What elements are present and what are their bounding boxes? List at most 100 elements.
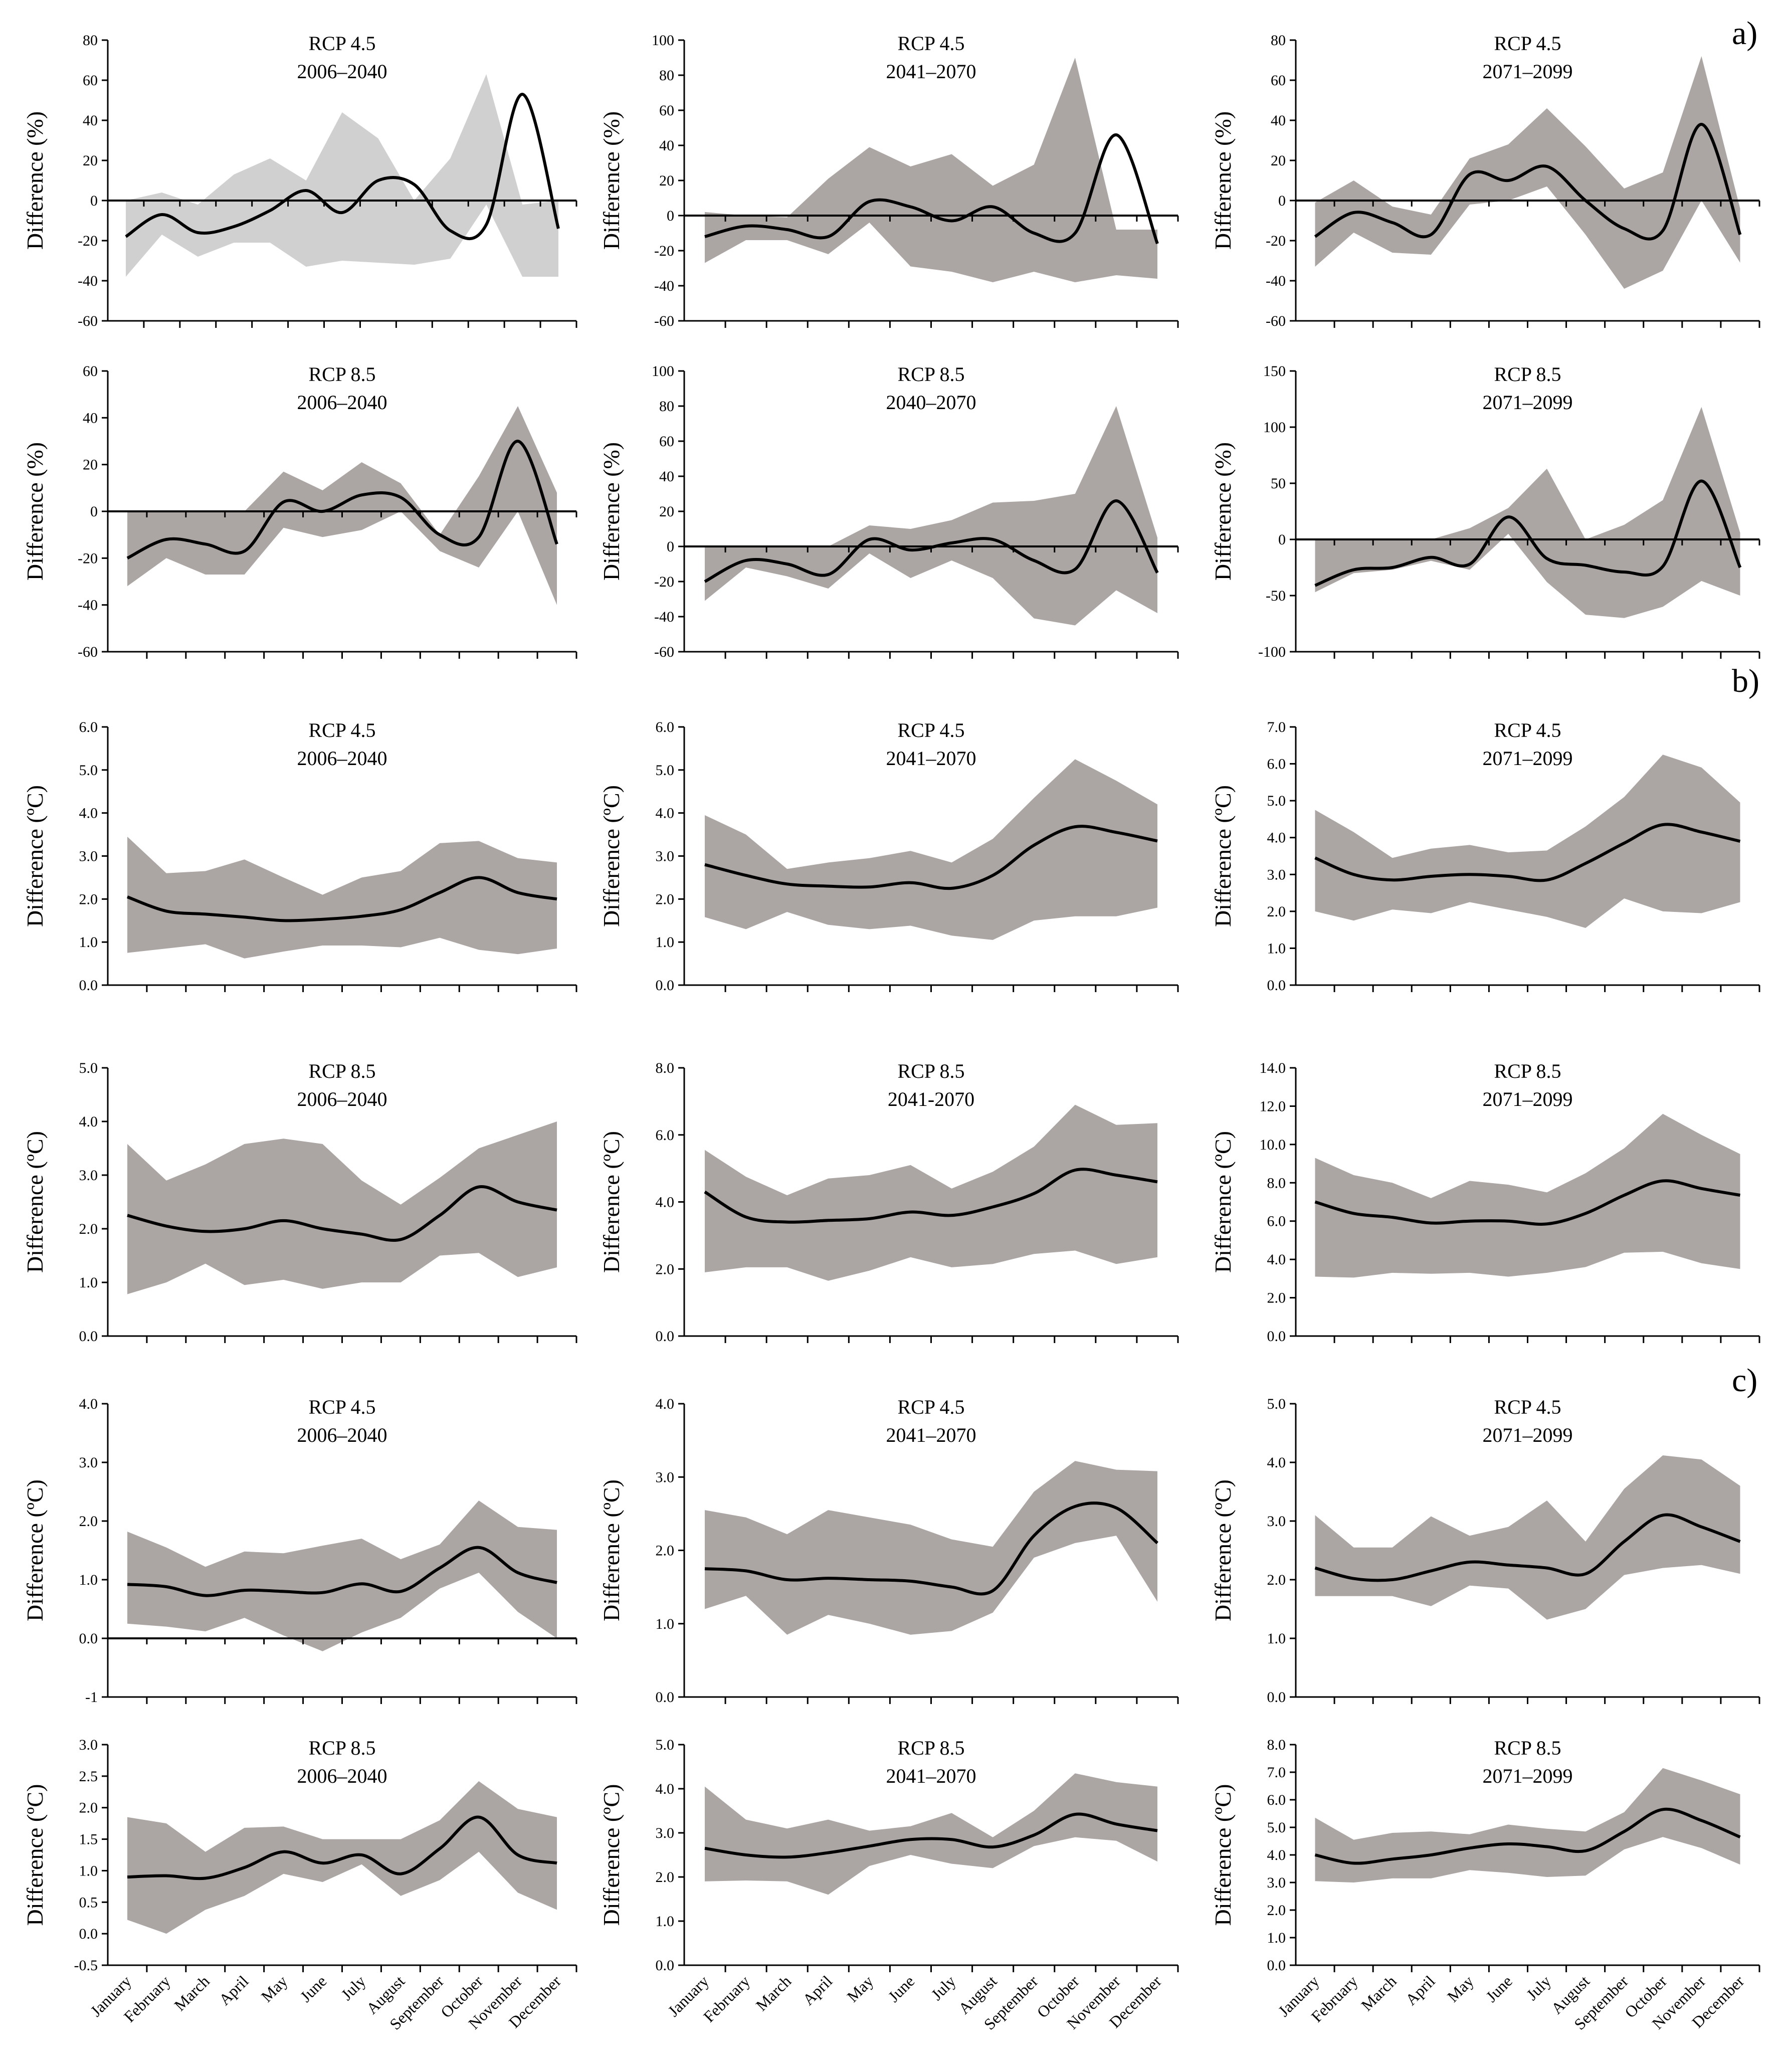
panel-tag-c: c) [1732, 1362, 1757, 1399]
uncertainty-band [1315, 1113, 1740, 1278]
y-tick-label: 10.0 [1260, 1137, 1286, 1153]
y-tick-label: 0 [667, 208, 674, 224]
y-tick-label: -60 [78, 313, 98, 329]
y-tick-label: 5.0 [1267, 1819, 1286, 1836]
y-tick-label: -20 [654, 243, 674, 259]
y-tick-label: 40 [659, 137, 674, 154]
panel-tag-b: b) [1732, 663, 1759, 699]
y-tick-label: 60 [83, 72, 98, 89]
y-tick-label: -20 [654, 574, 674, 590]
mean-line [704, 1168, 1158, 1224]
y-tick-label: 3.0 [79, 848, 98, 865]
y-tick-label: 7.0 [1267, 719, 1286, 735]
y-tick-label: 7.0 [1267, 1764, 1286, 1781]
y-tick-label: 6.0 [656, 719, 675, 735]
y-tick-label: 100 [652, 363, 674, 380]
y-tick-label: -50 [1266, 588, 1286, 604]
month-label: July [1523, 1972, 1554, 2003]
y-axis-label: Difference (%) [599, 111, 624, 250]
y-tick-label: 2.0 [79, 1221, 98, 1237]
y-tick-label: 4.0 [1267, 830, 1286, 846]
month-label: May [843, 1972, 877, 2005]
y-axis-label: Difference (ºC) [22, 1479, 48, 1621]
y-tick-label: 40 [659, 468, 674, 485]
chart-title-line1: RCP 4.5 [1494, 719, 1561, 741]
y-tick-label: 80 [1271, 32, 1286, 49]
chart-c-1-row-5: -1 0.0 1.0 2.0 3.0 4.0 Difference (ºC) RCP 4.5 2… [22, 1396, 577, 1706]
y-tick-label: 60 [1271, 72, 1286, 89]
y-tick-label: 12.0 [1260, 1098, 1286, 1114]
mean-line [704, 1501, 1158, 1596]
y-axis-label: Difference (ºC) [1210, 1131, 1236, 1273]
y-tick-label: 0.0 [79, 1328, 98, 1345]
y-tick-label: 2.5 [79, 1768, 98, 1785]
chart-title-line1: RCP 8.5 [1494, 1060, 1561, 1082]
y-tick-label: 1.0 [1267, 940, 1286, 957]
uncertainty-band [1315, 1768, 1740, 1882]
y-tick-label: -60 [1266, 313, 1286, 329]
y-tick-label: 40 [83, 112, 98, 129]
y-tick-label: 80 [83, 32, 98, 49]
chart-title-line1: RCP 4.5 [897, 32, 964, 55]
y-axis-label: Difference (ºC) [599, 1479, 624, 1621]
y-tick-label: 0 [90, 193, 98, 209]
y-tick-label: 100 [652, 32, 674, 49]
y-tick-label: 2.0 [656, 1543, 675, 1559]
y-tick-label: 4.0 [79, 1396, 98, 1412]
y-axis-label: Difference (ºC) [599, 785, 624, 927]
chart-title-line2: 2071–2099 [1483, 1424, 1573, 1446]
y-tick-label: -20 [78, 550, 98, 567]
chart-title-line2: 2041–2070 [886, 1424, 976, 1446]
uncertainty-band [127, 1121, 557, 1294]
y-tick-label: 2.0 [656, 1869, 675, 1886]
y-tick-label: 1.0 [656, 1616, 675, 1632]
y-tick-label: 2.0 [656, 891, 675, 907]
chart-title-line2: 2006–2040 [297, 1424, 387, 1446]
month-label: April [215, 1972, 252, 2008]
y-tick-label: -100 [1258, 644, 1286, 660]
mean-line [1314, 823, 1741, 882]
chart-b-2-row-4: 0.0 2.0 4.0 6.0 8.0 Difference (ºC) RCP 8.5 204… [599, 1060, 1179, 1345]
y-tick-label: 60 [659, 433, 674, 450]
chart-a-3-row-1: -60 -40 -20 0 20 40 60 80 Difference (%) RCP 4.5 2… [1210, 32, 1760, 329]
y-tick-label: 4.0 [656, 805, 675, 822]
y-tick-label: 0.0 [79, 1926, 98, 1942]
y-tick-label: 1.0 [79, 934, 98, 951]
chart-title-line1: RCP 8.5 [308, 1060, 375, 1082]
chart-title-line2: 2071–2099 [1483, 1088, 1573, 1110]
y-axis-label: Difference (%) [1210, 111, 1236, 250]
chart-title-line2: 2041–2070 [886, 1765, 976, 1787]
y-tick-label: -60 [654, 313, 674, 329]
y-tick-label: 5.0 [79, 1060, 98, 1076]
y-tick-label: 0 [667, 538, 674, 555]
month-label: June [1482, 1972, 1516, 2005]
y-axis-label: Difference (ºC) [1210, 1784, 1236, 1926]
y-tick-label: 20 [659, 172, 674, 189]
chart-title-line1: RCP 4.5 [897, 1396, 964, 1418]
chart-b-2-row-3: 0.0 1.0 2.0 3.0 4.0 5.0 6.0 Difference (ºC) RCP … [599, 719, 1179, 994]
y-tick-label: 8.0 [656, 1060, 675, 1076]
y-tick-label: 3.0 [656, 848, 675, 865]
mean-line [1314, 1807, 1741, 1865]
y-tick-label: -60 [654, 644, 674, 660]
y-tick-label: 6.0 [656, 1127, 675, 1144]
y-tick-label: 8.0 [1267, 1737, 1286, 1753]
y-tick-label: 0.5 [79, 1894, 98, 1911]
y-tick-label: 2.0 [79, 1513, 98, 1530]
chart-c-3-row-5: 0.0 1.0 2.0 3.0 4.0 5.0 Difference (ºC) RCP 4.5… [1210, 1396, 1760, 1706]
y-axis-label: Difference (ºC) [1210, 1479, 1236, 1621]
y-tick-label: 0.0 [1267, 1328, 1286, 1345]
y-tick-label: 2.0 [1267, 1572, 1286, 1588]
y-tick-label: 2.0 [79, 891, 98, 907]
y-tick-label: 1.0 [656, 1913, 675, 1930]
chart-title-line2: 2006–2040 [297, 1765, 387, 1787]
chart-title-line2: 2071–2099 [1483, 747, 1573, 770]
y-tick-label: 2.0 [1267, 1290, 1286, 1306]
uncertainty-band [1315, 755, 1740, 928]
y-tick-label: -40 [654, 609, 674, 625]
y-tick-label: 4.0 [1267, 1847, 1286, 1863]
y-tick-label: 0.0 [1267, 977, 1286, 994]
y-tick-label: 4.0 [656, 1781, 675, 1797]
chart-title-line2: 2006–2040 [297, 60, 387, 83]
y-tick-label: 100 [1263, 419, 1286, 436]
